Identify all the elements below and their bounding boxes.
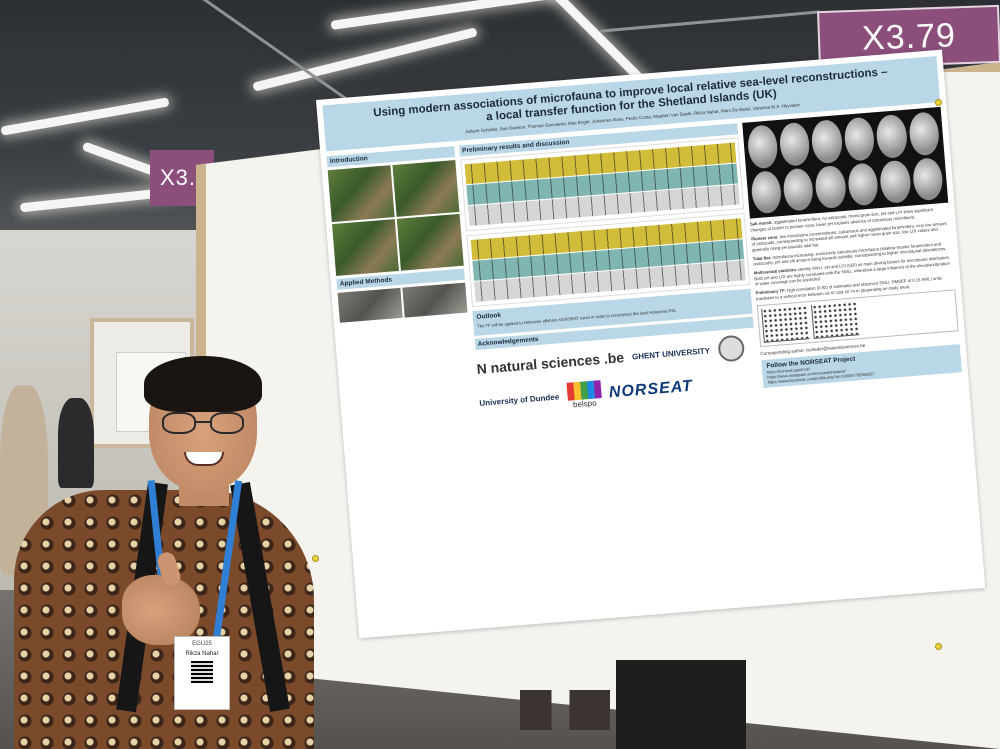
map-image [327,165,395,223]
poster-column-middle: Preliminary results and discussion Outlo… [458,123,759,417]
natural-sciences-logo: N natural sciences .be [476,349,625,378]
pushpin [936,644,941,649]
aerial-image [392,160,460,218]
microfossil-plate [741,107,949,220]
belspo-logo: belspo [566,380,602,410]
thumbs-up-hand [122,575,200,645]
qr-code-icon [191,661,213,683]
ghent-university-logo: GHENT UNIVERSITY [631,345,711,362]
background-feet [520,690,610,730]
pushpin [313,556,318,561]
badge-event: EGU25 [192,641,212,647]
poster: Using modern associations of microfauna … [316,49,986,639]
glasses [162,412,246,434]
poster-column-right: Salt marsh: agglutinated foraminifera, n… [741,107,962,394]
norseat-logo: NORSEAT [608,377,694,402]
background-person [58,398,94,488]
fieldwork-photo [402,283,468,319]
poster-column-left: Introduction Applied Methods [326,146,476,428]
pushpin [936,100,941,105]
fieldwork-photo [337,288,403,324]
name-badge: EGU25 Rikza Nahar [174,636,230,710]
methods-images [337,283,468,324]
study-site-images [327,160,464,277]
background-person [616,660,746,749]
aerial-image [332,219,399,277]
badge-name: Rikza Nahar [185,651,219,657]
hair [144,356,262,412]
presenter: EGU25 Rikza Nahar [14,356,324,749]
dundee-logo: University of Dundee [479,392,560,408]
university-seal-logo [716,334,745,363]
aerial-image [396,214,464,272]
